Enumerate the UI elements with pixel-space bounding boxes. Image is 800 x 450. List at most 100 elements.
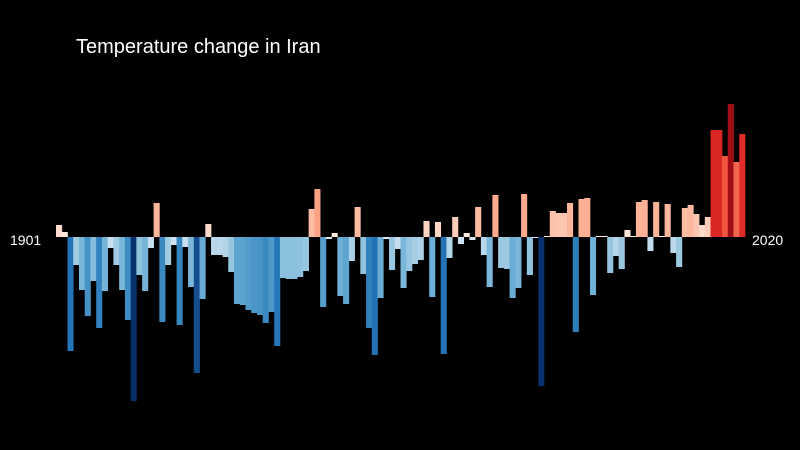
bar-1913 bbox=[124, 237, 131, 320]
bar-1944 bbox=[302, 237, 309, 271]
bar-1967 bbox=[434, 222, 442, 237]
bar-1988 bbox=[555, 213, 562, 237]
bar-1942 bbox=[291, 237, 298, 279]
bar-2020 bbox=[739, 134, 746, 237]
bar-1966 bbox=[429, 237, 436, 297]
bar-2019 bbox=[733, 162, 740, 237]
bar-1952 bbox=[348, 237, 355, 261]
bar-1937 bbox=[262, 237, 269, 323]
bar-1987 bbox=[549, 211, 556, 237]
bar-1925 bbox=[193, 237, 200, 373]
bar-1948 bbox=[325, 237, 332, 239]
bar-1908 bbox=[96, 237, 103, 328]
bar-1985 bbox=[538, 237, 545, 386]
bar-1902 bbox=[61, 232, 68, 237]
bars-group bbox=[56, 104, 746, 401]
bar-2008 bbox=[670, 237, 677, 253]
bar-1930 bbox=[222, 237, 229, 257]
bar-1918 bbox=[153, 203, 160, 237]
bar-1935 bbox=[251, 237, 258, 313]
bar-1956 bbox=[371, 237, 378, 355]
bar-1972 bbox=[463, 233, 470, 237]
bar-1910 bbox=[107, 237, 114, 248]
bar-1970 bbox=[452, 217, 459, 237]
bar-1995 bbox=[595, 236, 602, 237]
bar-1906 bbox=[84, 237, 91, 316]
bar-1911 bbox=[113, 237, 120, 265]
bar-1927 bbox=[205, 224, 212, 237]
bar-2016 bbox=[716, 130, 723, 237]
bar-1915 bbox=[136, 237, 143, 275]
bar-1992 bbox=[578, 199, 585, 237]
bar-1943 bbox=[297, 237, 304, 277]
bar-1904 bbox=[73, 237, 80, 265]
bar-1986 bbox=[544, 236, 551, 237]
bar-2005 bbox=[653, 202, 660, 237]
bar-1979 bbox=[503, 237, 510, 269]
bar-2000 bbox=[624, 230, 631, 237]
chart-title: Temperature change in Iran bbox=[76, 36, 321, 58]
bar-2012 bbox=[693, 214, 700, 237]
bar-1997 bbox=[607, 237, 614, 273]
bar-1941 bbox=[285, 237, 292, 279]
bar-1933 bbox=[239, 237, 246, 305]
bar-2009 bbox=[676, 237, 683, 267]
start-year-label: 1901 bbox=[10, 232, 41, 248]
bar-1982 bbox=[521, 194, 528, 237]
bar-1984 bbox=[532, 237, 539, 238]
bar-1947 bbox=[320, 237, 327, 307]
bar-1976 bbox=[486, 237, 493, 287]
bar-1936 bbox=[256, 237, 264, 315]
bar-1926 bbox=[199, 237, 206, 299]
bar-2001 bbox=[630, 236, 637, 237]
bar-1919 bbox=[159, 237, 166, 322]
bar-1991 bbox=[572, 237, 579, 332]
bar-1903 bbox=[67, 237, 74, 351]
bar-1963 bbox=[411, 237, 419, 264]
bar-2011 bbox=[687, 205, 694, 237]
bar-2010 bbox=[681, 208, 688, 237]
bar-1901 bbox=[56, 225, 63, 237]
bar-1958 bbox=[383, 237, 390, 239]
bar-1965 bbox=[423, 221, 430, 237]
bar-1961 bbox=[400, 237, 407, 288]
bar-2018 bbox=[727, 104, 734, 237]
bar-1977 bbox=[492, 195, 499, 237]
bar-2007 bbox=[664, 204, 671, 237]
bar-1929 bbox=[216, 237, 223, 255]
bar-1914 bbox=[130, 237, 137, 401]
bar-1994 bbox=[589, 237, 597, 295]
bar-1912 bbox=[119, 237, 126, 290]
bar-1922 bbox=[176, 237, 183, 325]
bar-1960 bbox=[394, 237, 401, 249]
bar-1981 bbox=[515, 237, 522, 288]
bar-2002 bbox=[635, 202, 642, 237]
bar-1949 bbox=[331, 233, 338, 237]
bar-1934 bbox=[245, 237, 252, 310]
bar-1990 bbox=[567, 203, 574, 237]
bar-1931 bbox=[228, 237, 235, 272]
bar-1923 bbox=[182, 237, 189, 247]
bar-1968 bbox=[440, 237, 447, 354]
bar-1945 bbox=[308, 209, 315, 237]
bar-1971 bbox=[457, 237, 465, 244]
bar-1957 bbox=[377, 237, 384, 298]
bar-1974 bbox=[475, 207, 482, 237]
bar-1939 bbox=[274, 237, 281, 346]
bar-2015 bbox=[710, 130, 717, 237]
bar-1962 bbox=[406, 237, 413, 271]
bar-1950 bbox=[337, 237, 344, 296]
bar-2004 bbox=[647, 237, 654, 251]
bar-1905 bbox=[78, 237, 86, 290]
bar-1983 bbox=[526, 237, 533, 275]
bar-1928 bbox=[211, 237, 218, 255]
end-year-label: 2020 bbox=[752, 232, 783, 248]
bar-1953 bbox=[354, 207, 361, 237]
bar-1946 bbox=[314, 189, 321, 237]
bar-1959 bbox=[389, 237, 396, 270]
bar-1993 bbox=[584, 198, 591, 237]
bar-1921 bbox=[170, 237, 177, 245]
bar-2003 bbox=[641, 200, 648, 237]
bar-1975 bbox=[480, 237, 487, 255]
